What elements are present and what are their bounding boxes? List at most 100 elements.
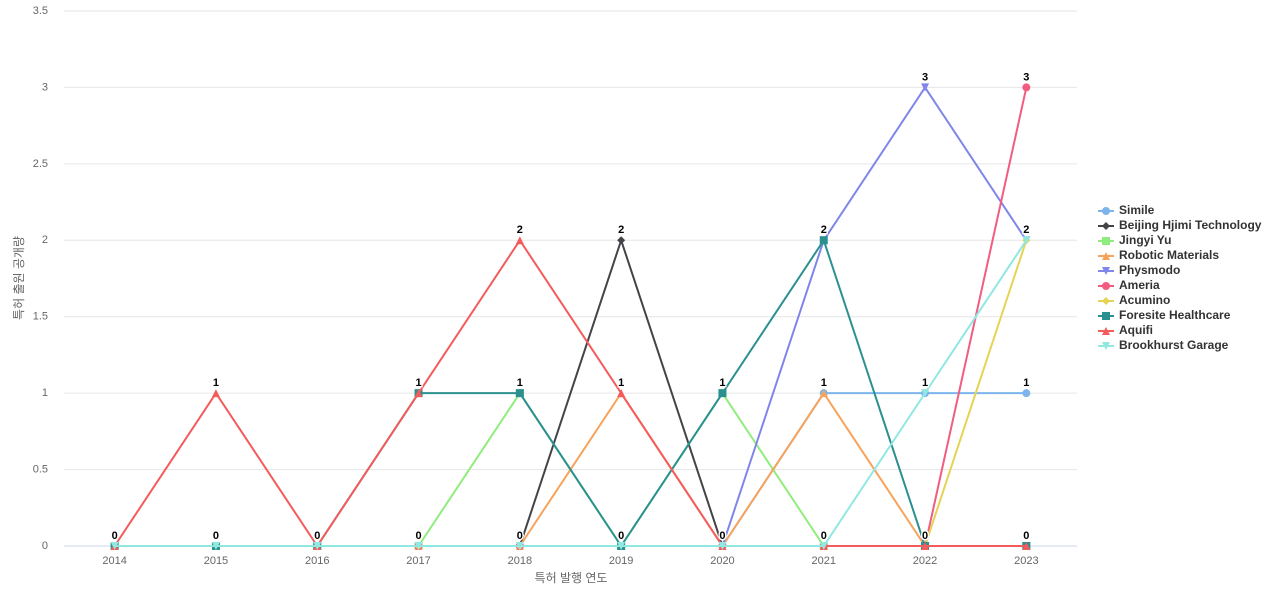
data-label: 1 (517, 377, 523, 389)
series-line (114, 239, 1028, 547)
y-axis-title: 특허 출원 공개량 (12, 236, 26, 320)
data-label: 0 (112, 530, 118, 542)
data-label: 0 (517, 530, 523, 542)
data-label: 1 (719, 377, 725, 389)
marker (617, 389, 626, 398)
data-label: 1 (618, 377, 624, 389)
data-label: 1 (821, 377, 827, 389)
x-tick-label: 2017 (406, 555, 430, 567)
marker (718, 389, 727, 398)
data-label: 0 (112, 530, 118, 542)
data-label: 0 (213, 530, 219, 542)
data-label: 2 (618, 224, 624, 236)
marker (1022, 83, 1031, 92)
data-label: 0 (821, 530, 827, 542)
y-tick-label: 1.5 (33, 311, 48, 323)
data-label: 0 (1023, 530, 1029, 542)
data-label: 0 (618, 530, 624, 542)
marker (1102, 252, 1110, 260)
data-label: 0 (314, 530, 320, 542)
data-label: 0 (314, 530, 320, 542)
data-label: 0 (1023, 530, 1029, 542)
data-label: 0 (415, 530, 421, 542)
data-label: 0 (618, 530, 624, 542)
data-label: 0 (517, 530, 523, 542)
data-label: 0 (719, 530, 725, 542)
data-label: 1 (517, 377, 523, 389)
data-label: 0 (517, 530, 523, 542)
marker (718, 542, 727, 550)
data-label: 0 (719, 530, 725, 542)
data-label: 0 (314, 530, 320, 542)
data-label: 2 (821, 224, 827, 236)
marker (1022, 389, 1031, 398)
legend-label: Acumino (1119, 293, 1170, 307)
data-label: 0 (314, 530, 320, 542)
marker (1022, 542, 1031, 550)
marker (819, 236, 828, 245)
series (110, 236, 1031, 550)
data-label: 0 (415, 530, 421, 542)
legend-label: Physmodo (1119, 263, 1180, 277)
legend-item: Ameria (1098, 278, 1160, 292)
marker (414, 389, 423, 398)
data-label: 0 (517, 530, 523, 542)
data-label: 0 (112, 530, 118, 542)
marker (921, 542, 930, 550)
x-tick-label: 2015 (204, 555, 228, 567)
data-label: 0 (922, 530, 928, 542)
marker (515, 236, 524, 245)
data-label: 0 (618, 530, 624, 542)
marker (617, 542, 626, 550)
marker (1102, 282, 1110, 290)
legend-label: Aquifi (1119, 323, 1153, 337)
data-label: 0 (314, 530, 320, 542)
marker (819, 542, 828, 550)
legend-label: Robotic Materials (1119, 248, 1219, 262)
data-label: 0 (213, 530, 219, 542)
x-tick-label: 2020 (710, 555, 734, 567)
data-label: 1 (618, 377, 624, 389)
data-label: 0 (618, 530, 624, 542)
marker (1102, 207, 1110, 215)
marker (1102, 342, 1110, 350)
data-label: 0 (213, 530, 219, 542)
marker (1102, 297, 1110, 305)
series (110, 236, 1031, 550)
data-label: 0 (1023, 530, 1029, 542)
data-label: 0 (719, 530, 725, 542)
y-tick-label: 2.5 (33, 158, 48, 170)
data-label: 0 (112, 530, 118, 542)
legend-label: Foresite Healthcare (1119, 308, 1231, 322)
legend-label: Brookhurst Garage (1119, 338, 1229, 352)
data-label: 0 (415, 530, 421, 542)
y-tick-label: 0.5 (33, 463, 48, 475)
legend-item: Simile (1098, 203, 1155, 217)
marker (313, 542, 322, 550)
y-tick-label: 3 (42, 81, 48, 93)
x-tick-label: 2021 (812, 555, 836, 567)
data-label: 0 (415, 530, 421, 542)
data-label: 0 (618, 530, 624, 542)
data-label: 1 (1023, 377, 1029, 389)
data-label: 0 (821, 530, 827, 542)
data-label: 0 (922, 530, 928, 542)
marker (1102, 237, 1110, 245)
marker (1102, 312, 1110, 320)
legend-label: Beijing Hjimi Technology (1119, 218, 1262, 232)
data-label: 0 (314, 530, 320, 542)
marker (110, 542, 119, 550)
data-label: 0 (719, 530, 725, 542)
marker (819, 389, 828, 398)
legend-item: Brookhurst Garage (1098, 338, 1229, 352)
data-label: 0 (112, 530, 118, 542)
data-label: 0 (415, 530, 421, 542)
data-label: 2 (1023, 224, 1029, 236)
legend-item: Acumino (1098, 293, 1170, 307)
data-label: 0 (213, 530, 219, 542)
data-label: 2 (517, 224, 523, 236)
marker (211, 542, 220, 550)
x-tick-label: 2022 (913, 555, 937, 567)
y-tick-label: 2 (42, 234, 48, 246)
